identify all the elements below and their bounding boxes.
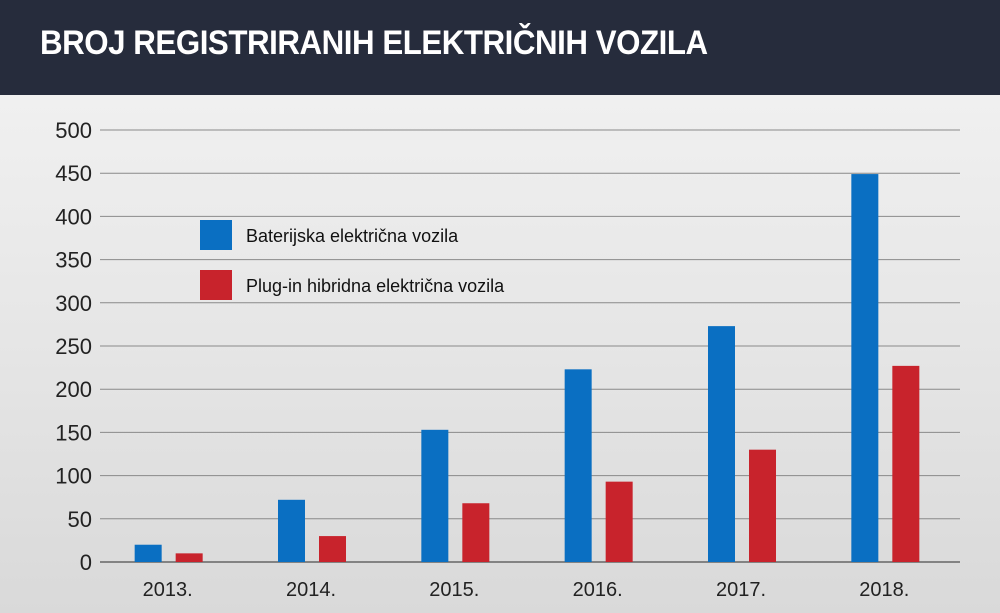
x-tick-label: 2013. — [143, 579, 193, 601]
bars — [134, 174, 920, 562]
x-tick-label: 2015. — [429, 579, 479, 601]
legend: Baterijska električna vozila Plug-in hibr… — [200, 220, 505, 300]
gridlines — [100, 129, 960, 563]
y-tick-label: 50 — [68, 507, 92, 532]
legend-swatch — [200, 270, 232, 300]
bar-phev-2017 — [749, 449, 776, 562]
x-tick-label: 2014. — [286, 579, 336, 601]
x-tick-label: 2017. — [716, 579, 766, 601]
bar-bev-2016 — [564, 369, 592, 562]
legend-swatch — [200, 220, 232, 250]
bar-bev-2018 — [851, 174, 879, 562]
bar-bev-2015 — [421, 429, 449, 562]
y-tick-label: 350 — [55, 248, 92, 273]
y-tick-label: 300 — [55, 291, 92, 316]
y-tick-label: 100 — [55, 464, 92, 489]
y-tick-label: 400 — [55, 204, 92, 229]
y-axis-ticks: 0 50 100 150 200 250 300 350 400 450 500 — [55, 118, 92, 575]
y-tick-label: 200 — [55, 377, 92, 402]
legend-label: Plug-in hibridna električna vozila — [246, 276, 505, 296]
x-tick-label: 2016. — [573, 579, 623, 601]
bar-bev-2013 — [134, 544, 162, 562]
bar-bev-2017 — [708, 326, 735, 562]
header-bar: BROJ REGISTRIRANIH ELEKTRIČNIH VOZILA — [0, 0, 1000, 95]
x-axis-labels: 2013. 2014. 2015. 2016. 2017. 2018. — [143, 579, 910, 601]
bar-phev-2018 — [892, 365, 920, 562]
y-tick-label: 450 — [55, 161, 92, 186]
x-tick-label: 2018. — [859, 579, 909, 601]
y-tick-label: 500 — [55, 118, 92, 143]
y-tick-label: 250 — [55, 334, 92, 359]
bar-phev-2015 — [462, 503, 490, 562]
bar-phev-2014 — [319, 536, 346, 562]
legend-label: Baterijska električna vozila — [246, 226, 459, 246]
chart-title: BROJ REGISTRIRANIH ELEKTRIČNIH VOZILA — [40, 24, 708, 62]
y-tick-label: 0 — [80, 550, 92, 575]
bar-phev-2013 — [175, 553, 203, 562]
bar-bev-2014 — [278, 499, 305, 562]
bar-phev-2016 — [605, 481, 633, 562]
y-tick-label: 150 — [55, 420, 92, 445]
